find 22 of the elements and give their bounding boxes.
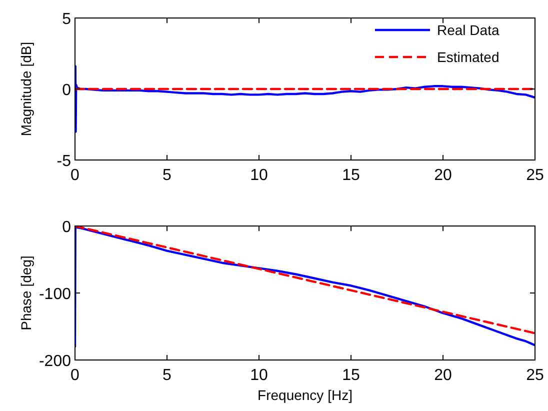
y-tick-label: 0	[62, 219, 72, 236]
y-tick-label: -100	[38, 286, 72, 303]
legend-label: Real Data	[437, 22, 500, 38]
y-axis-title: Magnitude [dB]	[18, 42, 34, 136]
line-series	[75, 65, 535, 133]
x-tick-label: 5	[162, 367, 172, 384]
x-tick-label: 15	[342, 167, 360, 184]
y-axis-title: Phase [deg]	[18, 256, 34, 330]
y-tick-label: -5	[56, 153, 72, 170]
x-tick-label: 20	[434, 167, 452, 184]
x-tick-label: 10	[250, 367, 268, 384]
y-tick-label: 5	[62, 11, 72, 28]
x-tick-label: 25	[526, 167, 544, 184]
x-tick-label: 25	[526, 367, 544, 384]
y-tick-label: -200	[38, 353, 72, 370]
x-tick-label: 10	[250, 167, 268, 184]
legend-label: Estimated	[437, 49, 500, 65]
x-axis-title: Frequency [Hz]	[258, 387, 352, 403]
x-tick-label: 15	[342, 367, 360, 384]
x-tick-label: 5	[162, 167, 172, 184]
x-tick-label: 20	[434, 367, 452, 384]
y-tick-label: 0	[62, 82, 72, 99]
